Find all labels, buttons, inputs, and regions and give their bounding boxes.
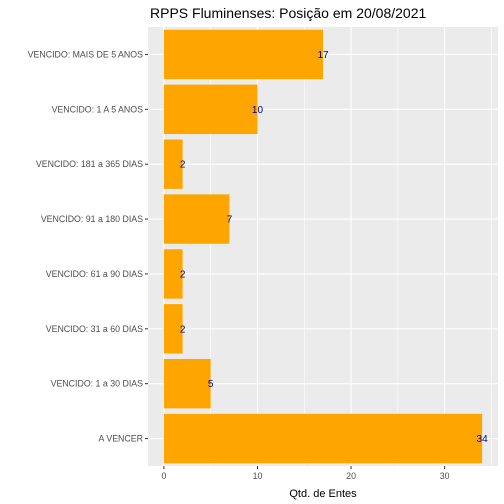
y-tick-label-6: VENCIDO: 1 a 30 DIAS xyxy=(51,379,144,389)
bar-6 xyxy=(163,358,211,409)
bar-7 xyxy=(163,413,483,464)
data-label-7: 34 xyxy=(477,434,489,445)
data-labels: 17 10 2 7 2 2 5 34 xyxy=(180,50,488,445)
bar-5 xyxy=(163,304,183,354)
x-tick-label-0: 0 xyxy=(161,471,166,481)
y-tick-label-3: VENCIDO: 91 a 180 DIAS xyxy=(41,214,143,224)
y-tick-label-7: A VENCER xyxy=(99,434,144,444)
data-label-6: 5 xyxy=(208,379,214,390)
data-label-2: 2 xyxy=(180,160,186,171)
data-label-4: 2 xyxy=(180,269,186,280)
bars xyxy=(163,29,483,464)
bar-0 xyxy=(163,29,323,80)
y-tick-label-5: VENCIDO: 31 a 60 DIAS xyxy=(46,324,143,334)
y-tick-label-1: VENCIDO: 1 A 5 ANOS xyxy=(52,104,144,114)
x-axis-title: Qtd. de Entes xyxy=(289,488,357,500)
y-tick-label-4: VENCIDO: 61 a 90 DIAS xyxy=(46,269,143,279)
y-tick-label-0: VENCIDO: MAIS DE 5 ANOS xyxy=(28,49,143,59)
bar-3 xyxy=(163,194,230,244)
x-tick-label-1: 10 xyxy=(253,471,263,481)
x-tick-label-2: 20 xyxy=(346,471,356,481)
data-label-1: 10 xyxy=(252,105,264,116)
y-axis: VENCIDO: MAIS DE 5 ANOS VENCIDO: 1 A 5 AN… xyxy=(28,49,148,444)
bar-1 xyxy=(163,84,258,135)
x-axis: 0 10 20 30 xyxy=(161,466,450,481)
bar-2 xyxy=(163,139,183,189)
y-tick-label-2: VENCIDO: 181 a 365 DIAS xyxy=(36,159,143,169)
data-label-0: 17 xyxy=(317,50,329,61)
data-label-5: 2 xyxy=(180,324,186,335)
chart-title: RPPS Fluminenses: Posição em 20/08/2021 xyxy=(150,5,426,21)
data-label-3: 7 xyxy=(227,215,233,226)
x-tick-label-3: 30 xyxy=(440,471,450,481)
bar-4 xyxy=(163,249,183,299)
